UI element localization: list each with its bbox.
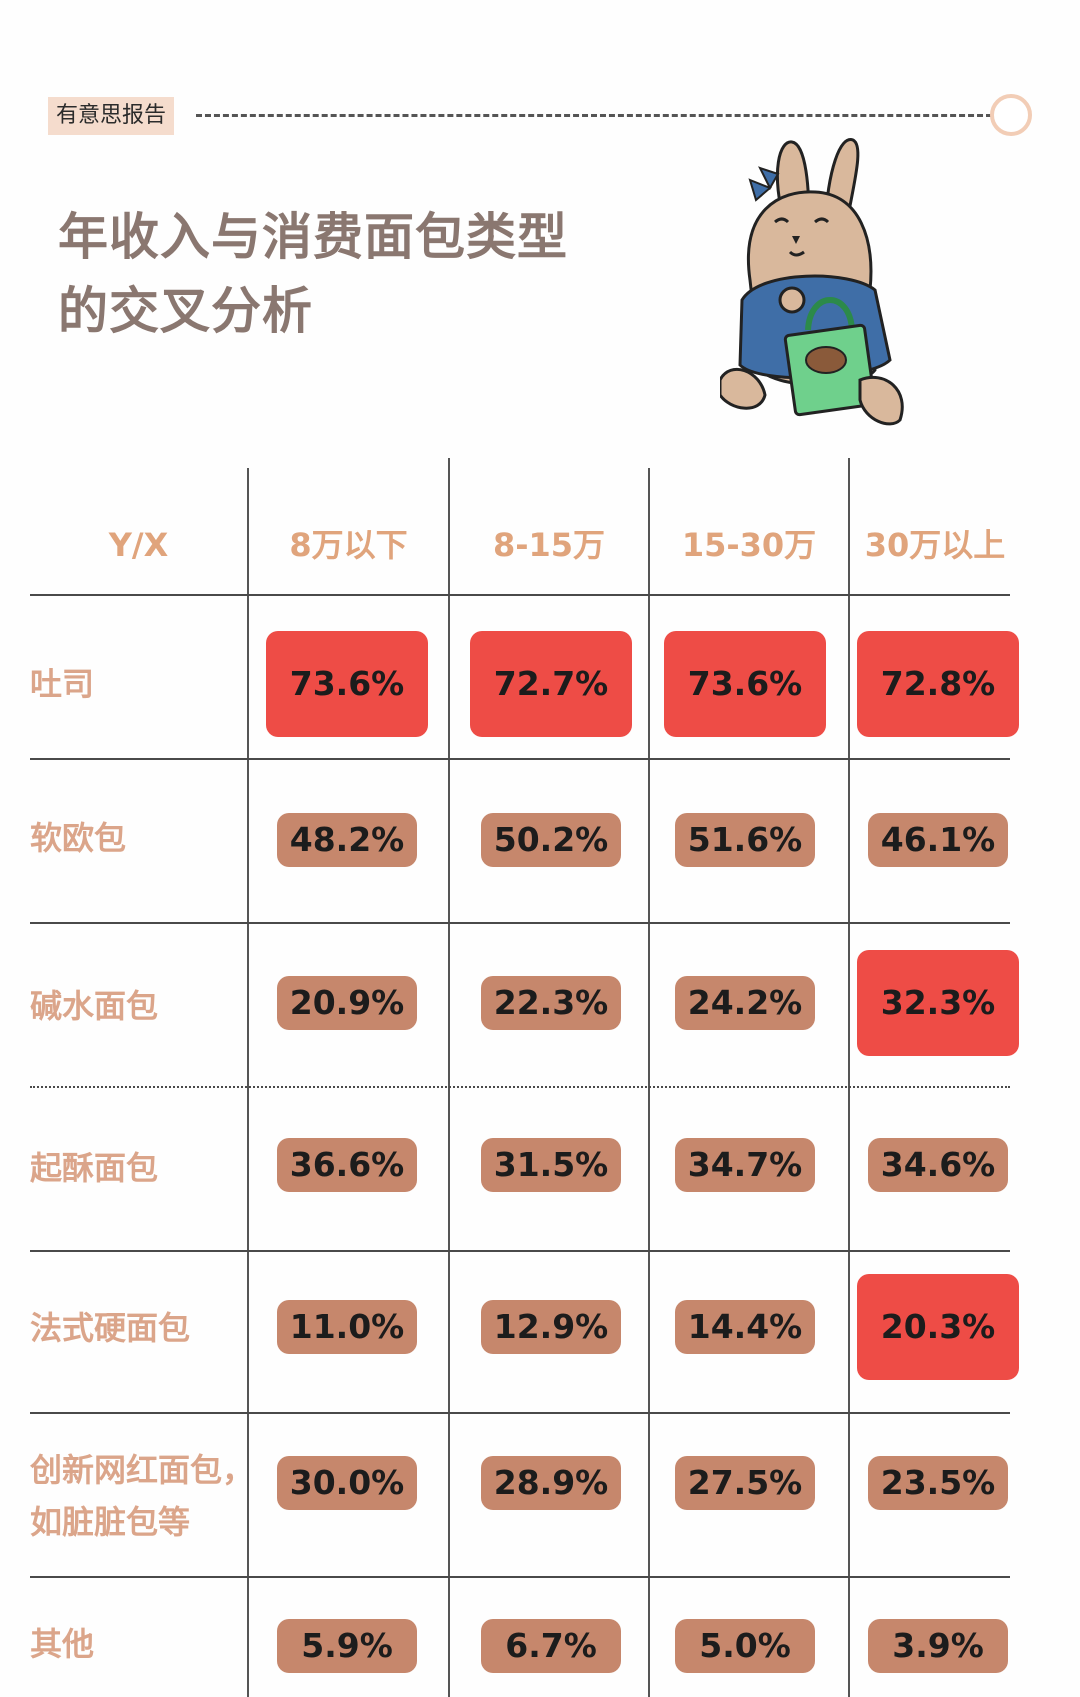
value-cell: 36.6%: [277, 1138, 417, 1192]
highlight-value-cell: 73.6%: [266, 631, 428, 737]
column-header: 8万以下: [289, 526, 408, 564]
highlight-value-cell: 72.8%: [857, 631, 1019, 737]
grid-vline: [448, 458, 450, 1697]
row-label: 吐司: [30, 665, 95, 703]
row-label: 其他: [30, 1625, 95, 1663]
grid-hline: [30, 1086, 1010, 1088]
value-cell: 51.6%: [675, 813, 815, 867]
row-label-line-2: 如脏脏包等: [30, 1503, 191, 1541]
table-corner-label: Y/X: [108, 526, 169, 564]
brand-tag: 有意思报告: [48, 97, 175, 135]
row-label: 创新网红面包， 如脏脏包等: [30, 1444, 254, 1548]
grid-hline: [30, 1412, 1010, 1414]
value-cell: 23.5%: [868, 1456, 1008, 1510]
value-cell: 28.9%: [481, 1456, 621, 1510]
column-header: 8-15万: [492, 526, 606, 564]
page-title: 年收入与消费面包类型 的交叉分析: [58, 200, 568, 348]
grid-vline: [648, 468, 650, 1697]
value-cell: 34.7%: [675, 1138, 815, 1192]
rabbit-mascot-icon: [720, 138, 904, 426]
value-cell: 31.5%: [481, 1138, 621, 1192]
value-cell: 5.0%: [675, 1619, 815, 1673]
grid-hline: [30, 1250, 1010, 1252]
grid-hline: [30, 758, 1010, 760]
value-cell: 6.7%: [481, 1619, 621, 1673]
value-cell: 34.6%: [868, 1138, 1008, 1192]
value-cell: 27.5%: [675, 1456, 815, 1510]
value-cell: 50.2%: [481, 813, 621, 867]
value-cell: 24.2%: [675, 976, 815, 1030]
value-cell: 5.9%: [277, 1619, 417, 1673]
column-header: 30万以上: [864, 526, 1006, 564]
row-label: 法式硬面包: [30, 1309, 191, 1347]
value-cell: 11.0%: [277, 1300, 417, 1354]
grid-vline: [848, 458, 850, 1697]
dashed-divider: [196, 114, 992, 117]
grid-hline: [30, 1576, 1010, 1578]
row-label: 起酥面包: [30, 1149, 159, 1187]
value-cell: 14.4%: [675, 1300, 815, 1354]
title-line-1: 年收入与消费面包类型: [58, 208, 568, 266]
highlight-value-cell: 20.3%: [857, 1274, 1019, 1380]
row-label-line-1: 创新网红面包，: [30, 1451, 255, 1489]
highlight-value-cell: 73.6%: [664, 631, 826, 737]
column-header: 15-30万: [681, 526, 817, 564]
row-label: 软欧包: [30, 819, 127, 857]
circle-marker-icon: [990, 94, 1032, 136]
grid-hline: [30, 922, 1010, 924]
grid-hline: [30, 594, 1010, 596]
highlight-value-cell: 72.7%: [470, 631, 632, 737]
row-label: 碱水面包: [30, 987, 159, 1025]
value-cell: 48.2%: [277, 813, 417, 867]
value-cell: 3.9%: [868, 1619, 1008, 1673]
value-cell: 30.0%: [277, 1456, 417, 1510]
value-cell: 22.3%: [481, 976, 621, 1030]
value-cell: 12.9%: [481, 1300, 621, 1354]
highlight-value-cell: 32.3%: [857, 950, 1019, 1056]
title-line-2: 的交叉分析: [58, 282, 313, 340]
value-cell: 46.1%: [868, 813, 1008, 867]
value-cell: 20.9%: [277, 976, 417, 1030]
